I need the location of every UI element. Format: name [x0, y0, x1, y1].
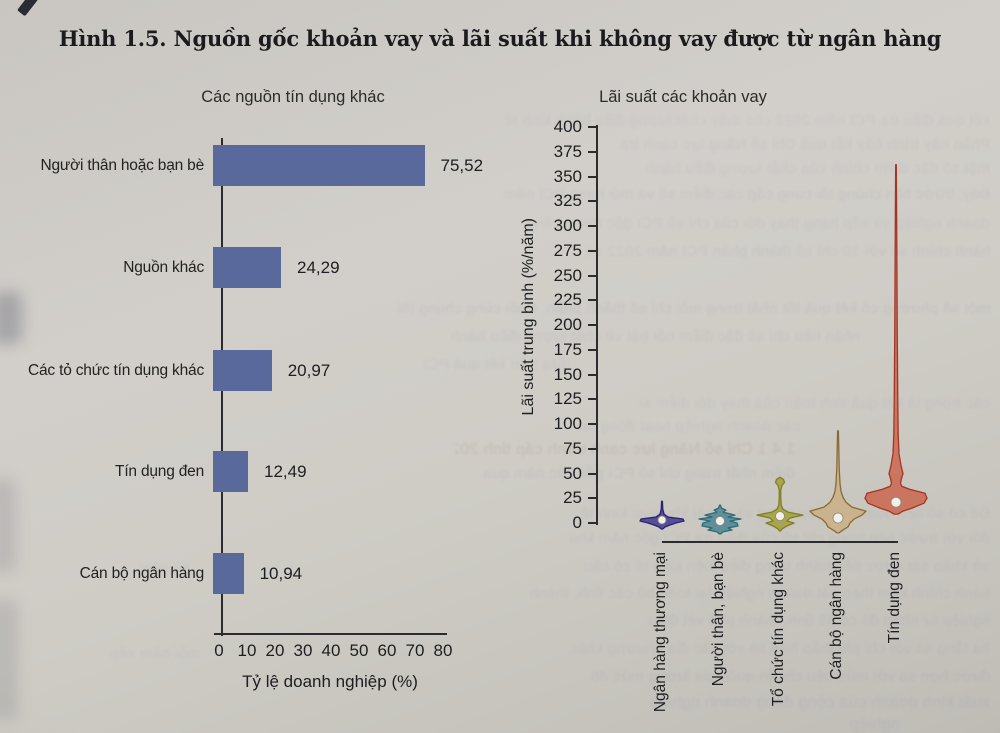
y-tick-label: 400: [553, 117, 582, 136]
violin-chart-title: Lãi suất các khoản vay: [599, 88, 767, 106]
bleedthrough-text-line: mỗi năm xếp: [109, 645, 200, 662]
x-tick-label: 40: [321, 641, 341, 660]
y-tick-label: 375: [553, 141, 582, 161]
bar-row: Các tỏ chức tín dụng khác 20,97: [0, 350, 1000, 391]
y-tick-label: 25: [563, 488, 582, 508]
x-tick-label: 60: [377, 641, 397, 660]
y-tick-label: 75: [563, 438, 582, 458]
bar-category-label: Cán bộ ngân hàng: [79, 564, 205, 582]
violin-shape: [864, 163, 928, 515]
bar-category-label: Nguồn khác: [123, 258, 204, 276]
y-tick-label: 175: [553, 339, 582, 359]
y-tick-mark: [588, 324, 597, 326]
bar-category-label: Tín dụng đen: [115, 462, 204, 480]
y-tick-mark: [588, 249, 597, 252]
violin-category-label: Ngân hàng thương mại: [652, 552, 669, 713]
y-tick-label: 200: [553, 315, 582, 334]
violin-median-dot: [775, 511, 785, 521]
y-tick-label: 350: [553, 166, 582, 186]
x-tick-label: 10: [237, 641, 257, 660]
y-tick-mark: [588, 398, 597, 401]
bar: [213, 350, 272, 391]
y-tick-mark: [588, 225, 597, 227]
violin-median-dot: [890, 496, 902, 508]
page-edge-shadow: [0, 600, 18, 720]
y-tick-mark: [588, 447, 597, 450]
x-tick-label: 0: [214, 641, 224, 660]
bleedthrough-text-line: xuất kinh doanh của cộng đồng doanh nghi…: [649, 694, 990, 711]
x-tick-label: 50: [349, 641, 369, 660]
y-tick-label: 100: [553, 414, 582, 433]
y-tick-mark: [588, 150, 597, 153]
bar-row: Người thân hoặc bạn bè 75,52: [0, 145, 1000, 186]
y-tick-label: 325: [553, 191, 582, 211]
bar-chart-x-axis-line: [214, 633, 447, 635]
y-tick-label: 300: [553, 216, 582, 235]
violin-shape: [809, 430, 867, 534]
y-tick-mark: [588, 522, 597, 524]
x-tick-label: 30: [293, 641, 313, 660]
x-tick-label: 20: [265, 641, 285, 660]
corner-ink-mark: [17, 0, 41, 17]
bar: [213, 451, 248, 492]
violin-median-dot: [832, 512, 844, 524]
x-tick-label: 80: [433, 641, 453, 660]
bar: [213, 553, 244, 594]
violin-plot-area: [639, 163, 928, 535]
bar-category-label: Các tỏ chức tín dụng khác: [28, 361, 204, 379]
violin-median-dot: [715, 516, 725, 526]
y-tick-label: 250: [553, 265, 582, 285]
bar-value-label: 12,49: [264, 461, 307, 481]
x-tick-label: 70: [405, 641, 425, 660]
y-tick-label: 275: [553, 240, 582, 260]
y-tick-mark: [588, 497, 597, 500]
violin-median-dot: [657, 515, 667, 525]
bar-value-label: 24,29: [297, 257, 340, 277]
bar-chart-x-axis-label: Tỷ lệ doanh nghiệp (%): [242, 672, 418, 691]
violin-shape: [639, 500, 685, 530]
y-tick-mark: [588, 373, 597, 376]
bar-row: Tín dụng đen 12,49: [0, 451, 1000, 492]
bar: [213, 145, 425, 186]
y-tick-mark: [588, 200, 597, 203]
y-tick-mark: [588, 423, 597, 425]
y-tick-label: 125: [553, 389, 582, 409]
bar-value-label: 75,52: [440, 155, 484, 175]
violin-category-label: Tín dụng đen: [886, 552, 903, 644]
bar-value-label: 10,94: [259, 563, 303, 583]
violin-chart-baseline: [662, 541, 898, 543]
bar-row: Nguồn khác 24,29: [0, 247, 1000, 288]
violin-category-label: Tổ chức tín dụng khác: [770, 552, 787, 707]
y-tick-mark: [588, 348, 597, 351]
y-tick-label: 0: [572, 513, 582, 532]
y-tick-mark: [588, 299, 597, 302]
figure-title: Hình 1.5. Nguồn gốc khoản vay và lãi suấ…: [58, 26, 942, 51]
violin-shape: [756, 476, 804, 532]
bar-value-label: 20,97: [287, 360, 331, 380]
bar: [213, 247, 281, 288]
bleedthrough-text-line: nghiệp: [849, 716, 900, 733]
y-tick-mark: [588, 126, 597, 128]
violin-chart-y-axis-line: [596, 125, 598, 525]
bar-row: Cán bộ ngân hàng 10,94: [0, 553, 1000, 594]
y-tick-mark: [588, 472, 597, 475]
y-tick-mark: [588, 274, 597, 277]
page-edge-shadow: [0, 292, 22, 344]
y-tick-label: 150: [553, 364, 582, 384]
y-tick-label: 50: [563, 463, 582, 483]
bar-chart-title: Các nguồn tín dụng khác: [201, 88, 385, 106]
violin-category-label: Người thân, bạn bè: [710, 552, 727, 687]
y-tick-mark: [588, 175, 597, 178]
violin-category-label: Cán bộ ngân hàng: [828, 552, 845, 680]
y-tick-label: 225: [553, 290, 582, 310]
bar-category-label: Người thân hoặc bạn bè: [40, 156, 204, 174]
